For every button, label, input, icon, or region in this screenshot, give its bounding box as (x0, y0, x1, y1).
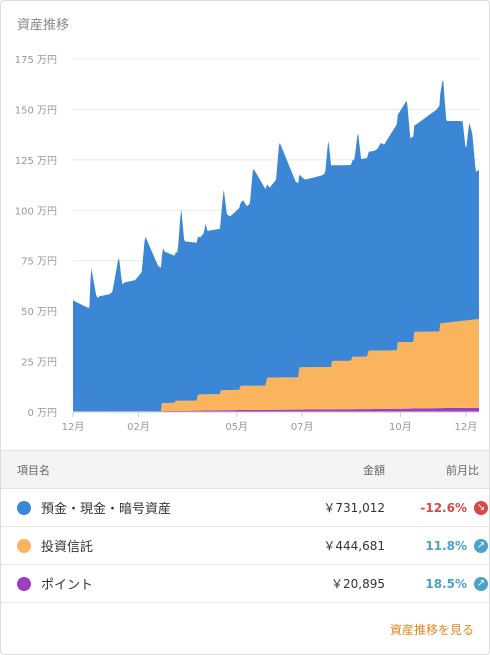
table-row[interactable]: 預金・現金・暗号資産 ￥731,012 -12.6% ↘ (1, 489, 489, 527)
row-amount: ￥444,681 (323, 539, 385, 553)
card-title: 資産推移 (17, 18, 70, 33)
x-tick-label: 12月 (455, 421, 478, 433)
y-tick-label: 25 万円 (21, 358, 57, 369)
point-dot-icon (17, 576, 31, 591)
arrow-down-right-icon: ↘ (474, 500, 488, 515)
fund-dot-icon (17, 538, 31, 553)
row-name: 預金・現金・暗号資産 (41, 502, 172, 517)
y-tick-label: 75 万円 (21, 257, 57, 268)
y-tick-label: 175 万円 (15, 55, 57, 66)
x-tick-label: 12月 (62, 421, 85, 433)
x-tick-label: 02月 (127, 421, 150, 433)
table-row[interactable]: 投資信託 ￥444,681 11.8% ↗ (1, 527, 489, 565)
view-asset-trend-link[interactable]: 資産推移を見る (389, 623, 474, 637)
y-tick-label: 150 万円 (15, 105, 57, 116)
y-tick-label: 125 万円 (15, 156, 57, 167)
asset-trend-chart: 0 万円 25 万円 50 万円 75 万円 100 万円 125 万円 150 万円 175… (15, 55, 479, 433)
arrow-up-right-icon: ↗ (474, 538, 488, 553)
area-point (73, 407, 479, 412)
chart-areas (73, 80, 479, 413)
row-amount: ￥20,895 (331, 577, 385, 591)
area-fund (73, 319, 479, 412)
x-tick-label: 05月 (225, 421, 248, 433)
y-tick-label: 50 万円 (21, 307, 57, 318)
row-name: ポイント (41, 578, 94, 593)
deposit-dot-icon (17, 500, 31, 515)
table-header: 項目名 金額 前月比 (1, 450, 489, 489)
header-change: 前月比 (446, 463, 479, 477)
header-amount: 金額 (363, 463, 385, 477)
arrow-up-right-icon: ↗ (474, 576, 488, 591)
x-tick-label: 07月 (291, 421, 314, 433)
table-row[interactable]: ポイント ￥20,895 18.5% ↗ (1, 565, 489, 603)
area-deposit (73, 80, 479, 412)
y-tick-label: 100 万円 (15, 206, 57, 217)
row-amount: ￥731,012 (323, 501, 385, 515)
row-change: -12.6% (420, 500, 467, 515)
x-tick-label: 10月 (389, 421, 412, 433)
row-change: 11.8% (425, 538, 467, 553)
y-tick-label: 0 万円 (27, 408, 57, 419)
row-change: 18.5% (425, 576, 467, 591)
header-name: 項目名 (17, 463, 50, 477)
row-name: 投資信託 (41, 540, 94, 555)
x-axis-ticks: 12月 02月 05月 07月 10月 12月 (62, 412, 478, 433)
y-axis-ticks: 0 万円 25 万円 50 万円 75 万円 100 万円 125 万円 150 万円 175… (15, 55, 57, 419)
asset-table: 項目名 金額 前月比 預金・現金・暗号資産 ￥731,012 -12.6% ↘ … (1, 450, 489, 603)
